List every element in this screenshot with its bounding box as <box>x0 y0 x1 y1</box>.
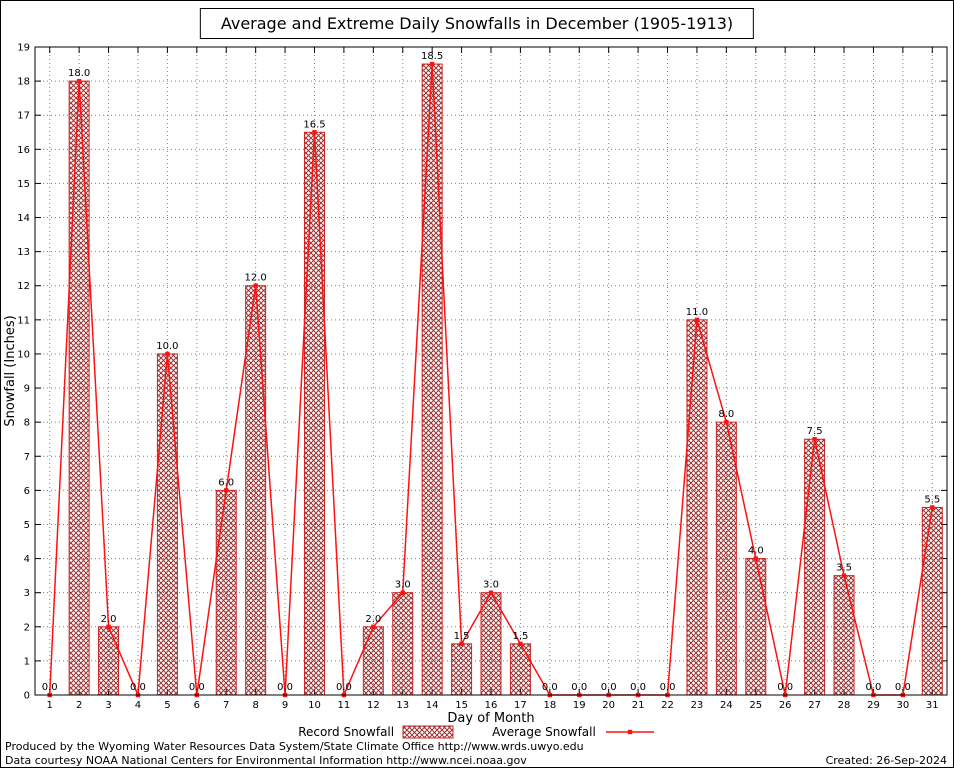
svg-text:26: 26 <box>779 700 792 711</box>
footer-data-courtesy: Data courtesy NOAA National Centers for … <box>5 754 527 767</box>
svg-text:7.5: 7.5 <box>807 426 823 437</box>
svg-text:0.0: 0.0 <box>630 682 646 693</box>
svg-text:31: 31 <box>926 700 939 711</box>
svg-text:8.0: 8.0 <box>718 409 734 420</box>
svg-text:2.0: 2.0 <box>365 614 381 625</box>
x-axis-title: Day of Month <box>447 711 535 726</box>
svg-text:1.5: 1.5 <box>512 631 528 642</box>
svg-text:1: 1 <box>47 700 53 711</box>
svg-text:2: 2 <box>76 700 82 711</box>
svg-text:0: 0 <box>24 691 30 702</box>
svg-text:19: 19 <box>573 700 586 711</box>
svg-text:17: 17 <box>17 111 30 122</box>
svg-text:18.0: 18.0 <box>68 68 90 79</box>
svg-text:13: 13 <box>396 700 409 711</box>
svg-text:3.0: 3.0 <box>483 580 499 591</box>
svg-text:23: 23 <box>691 700 704 711</box>
svg-text:3: 3 <box>105 700 111 711</box>
chart-title: Average and Extreme Daily Snowfalls in D… <box>220 14 734 33</box>
svg-text:7: 7 <box>223 700 229 711</box>
svg-text:9: 9 <box>282 700 288 711</box>
legend-average-label: Average Snowfall <box>492 725 596 739</box>
chart-title-box: Average and Extreme Daily Snowfalls in D… <box>199 8 755 39</box>
legend-item-record: Record Snowfall <box>298 725 454 739</box>
svg-text:3: 3 <box>24 588 30 599</box>
svg-text:14: 14 <box>426 700 439 711</box>
svg-text:11.0: 11.0 <box>686 307 708 318</box>
svg-text:12: 12 <box>367 700 380 711</box>
svg-text:0.0: 0.0 <box>895 682 911 693</box>
svg-text:4.0: 4.0 <box>748 546 764 557</box>
svg-text:0.0: 0.0 <box>277 682 293 693</box>
svg-text:10: 10 <box>308 700 321 711</box>
svg-text:24: 24 <box>720 700 733 711</box>
svg-text:14: 14 <box>17 213 30 224</box>
svg-text:0.0: 0.0 <box>130 682 146 693</box>
svg-text:0.0: 0.0 <box>336 682 352 693</box>
svg-text:25: 25 <box>749 700 762 711</box>
svg-text:18: 18 <box>17 77 30 88</box>
svg-text:5: 5 <box>24 520 30 531</box>
svg-text:0.0: 0.0 <box>542 682 558 693</box>
svg-text:0.0: 0.0 <box>42 682 58 693</box>
svg-text:15: 15 <box>17 179 30 190</box>
svg-text:5.5: 5.5 <box>924 494 940 505</box>
svg-text:22: 22 <box>661 700 674 711</box>
svg-text:16: 16 <box>17 145 30 156</box>
svg-text:16: 16 <box>485 700 498 711</box>
svg-text:15: 15 <box>455 700 468 711</box>
svg-text:18: 18 <box>543 700 556 711</box>
svg-text:8: 8 <box>252 700 258 711</box>
svg-text:18.5: 18.5 <box>421 51 443 62</box>
svg-text:13: 13 <box>17 247 30 258</box>
legend-record-label: Record Snowfall <box>298 725 395 739</box>
svg-text:28: 28 <box>838 700 851 711</box>
svg-text:6: 6 <box>24 486 30 497</box>
average-snowfall-swatch-icon <box>605 729 654 735</box>
svg-text:12: 12 <box>17 281 30 292</box>
svg-text:20: 20 <box>602 700 615 711</box>
svg-text:30: 30 <box>897 700 910 711</box>
svg-text:27: 27 <box>808 700 821 711</box>
svg-text:10.0: 10.0 <box>156 341 178 352</box>
svg-text:0.0: 0.0 <box>601 682 617 693</box>
svg-text:4: 4 <box>135 700 141 711</box>
svg-text:9: 9 <box>24 384 30 395</box>
svg-text:21: 21 <box>632 700 645 711</box>
svg-text:11: 11 <box>338 700 351 711</box>
svg-text:6: 6 <box>194 700 200 711</box>
record-snowfall-swatch-icon <box>402 725 454 739</box>
svg-text:0.0: 0.0 <box>189 682 205 693</box>
svg-text:4: 4 <box>24 554 30 565</box>
svg-text:2.0: 2.0 <box>101 614 117 625</box>
svg-text:1.5: 1.5 <box>454 631 470 642</box>
svg-text:0.0: 0.0 <box>865 682 881 693</box>
legend-item-average: Average Snowfall <box>492 725 656 739</box>
chart-legend: Record Snowfall Average Snowfall <box>1 725 953 739</box>
footer-produced-by: Produced by the Wyoming Water Resources … <box>5 740 584 753</box>
svg-text:0.0: 0.0 <box>777 682 793 693</box>
svg-text:12.0: 12.0 <box>245 273 267 284</box>
svg-text:7: 7 <box>24 452 30 463</box>
svg-text:16.5: 16.5 <box>303 119 325 130</box>
svg-text:0.0: 0.0 <box>660 682 676 693</box>
svg-text:3.0: 3.0 <box>395 580 411 591</box>
svg-text:0.0: 0.0 <box>571 682 587 693</box>
svg-text:1: 1 <box>24 656 30 667</box>
svg-text:6.0: 6.0 <box>218 477 234 488</box>
svg-text:29: 29 <box>867 700 880 711</box>
created-date: Created: 26-Sep-2024 <box>825 754 947 767</box>
svg-text:19: 19 <box>17 43 30 54</box>
svg-text:8: 8 <box>24 418 30 429</box>
svg-text:Snowfall (Inches): Snowfall (Inches) <box>3 315 18 426</box>
svg-text:11: 11 <box>17 315 30 326</box>
svg-text:3.5: 3.5 <box>836 563 852 574</box>
svg-text:17: 17 <box>514 700 527 711</box>
svg-text:2: 2 <box>24 622 30 633</box>
svg-text:10: 10 <box>17 349 30 360</box>
svg-text:5: 5 <box>164 700 170 711</box>
